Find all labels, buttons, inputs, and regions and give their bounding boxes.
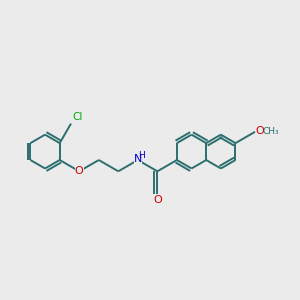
Text: O: O (255, 126, 264, 136)
Text: CH₃: CH₃ (262, 127, 279, 136)
Text: Cl: Cl (72, 112, 82, 122)
Text: N: N (134, 154, 142, 164)
Text: O: O (153, 195, 162, 206)
Text: H: H (139, 152, 145, 160)
Text: O: O (75, 166, 84, 176)
